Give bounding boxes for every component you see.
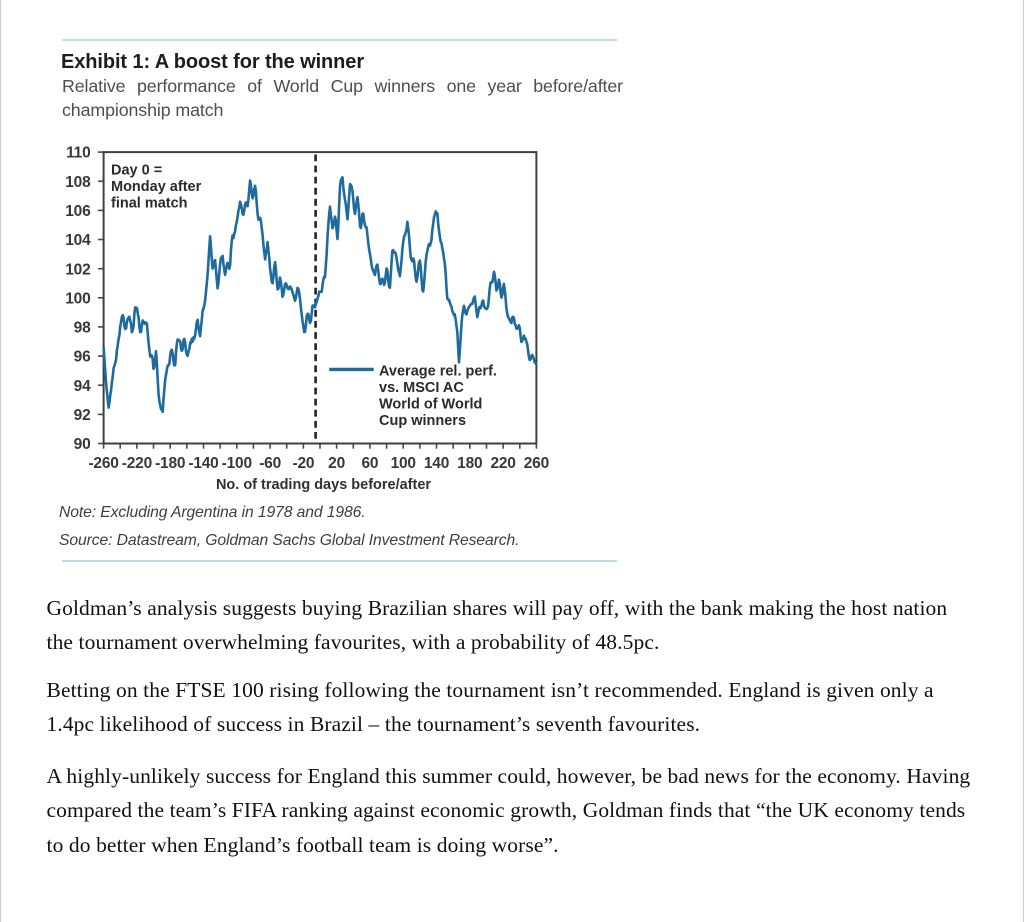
svg-text:100: 100 [65,290,90,307]
svg-text:260: 260 [524,455,549,472]
svg-text:World of World: World of World [379,396,482,412]
svg-text:Day 0 =: Day 0 = [111,163,162,179]
svg-text:104: 104 [65,232,91,249]
svg-text:-180: -180 [155,455,185,472]
svg-text:final match: final match [111,196,188,212]
svg-text:-140: -140 [188,455,218,472]
svg-text:vs. MSCI AC: vs. MSCI AC [379,380,464,396]
svg-text:96: 96 [74,349,91,366]
svg-text:100: 100 [391,455,416,472]
svg-text:-100: -100 [222,455,252,472]
svg-text:90: 90 [74,436,91,453]
svg-text:-260: -260 [88,455,118,472]
svg-text:110: 110 [66,145,90,162]
svg-text:92: 92 [74,407,91,424]
svg-text:98: 98 [74,320,91,337]
svg-text:Cup winners: Cup winners [379,413,466,429]
svg-text:60: 60 [361,455,378,472]
svg-text:Monday after: Monday after [111,179,202,195]
svg-text:106: 106 [65,203,91,220]
svg-text:140: 140 [424,455,449,472]
svg-text:-220: -220 [122,455,152,472]
svg-text:No. of trading days before/aft: No. of trading days before/after [216,477,431,493]
svg-text:220: 220 [490,455,515,472]
svg-text:94: 94 [74,378,91,395]
svg-text:108: 108 [65,174,91,191]
svg-text:-60: -60 [259,455,281,472]
svg-text:-20: -20 [292,455,314,472]
svg-text:20: 20 [328,455,345,472]
svg-text:102: 102 [65,261,90,278]
svg-text:180: 180 [457,455,482,472]
svg-text:Average rel. perf.: Average rel. perf. [379,364,497,380]
